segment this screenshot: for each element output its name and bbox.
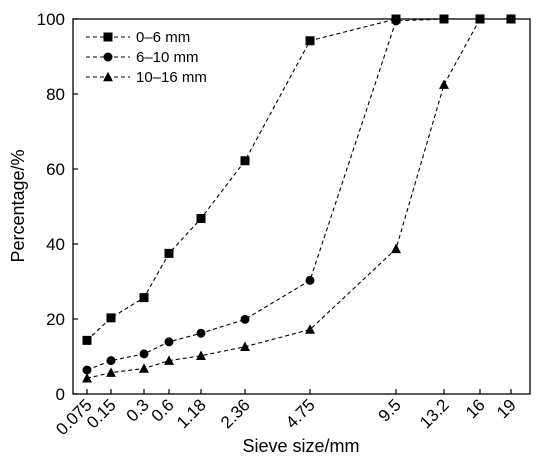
series-line [86,18,511,341]
x-tick-label: 4.75 [282,395,319,432]
y-axis-title: Percentage/% [8,149,28,262]
data-point [139,363,149,373]
data-point [305,324,315,334]
legend-marker [103,71,113,82]
data-point [82,365,92,375]
x-tick-label: 13.2 [416,395,453,432]
x-tick-label: 0.15 [83,395,120,432]
data-point [164,248,174,258]
data-point [196,328,206,338]
series-line [86,18,511,371]
y-tick-label: 20 [46,310,65,329]
legend-marker [103,52,113,62]
data-point [106,367,116,377]
data-point [439,14,449,24]
data-point [196,350,206,361]
x-axis-title: Sieve size/mm [242,436,359,456]
y-tick-label: 100 [37,10,65,29]
legend-label: 0–6 mm [136,29,190,46]
data-point [164,355,174,365]
series-triangle [82,13,516,383]
data-point [305,36,315,46]
x-tick-label: 0.6 [148,395,178,425]
y-axis: 0 20 40 60 80 100 [37,10,78,404]
series-layer [82,13,516,383]
legend: 0–6 mm 6–10 mm 10–16 mm [86,29,207,86]
data-point [106,356,116,366]
data-point [439,79,449,89]
x-tick-label: 19 [493,395,520,422]
data-point [391,16,401,26]
y-tick-label: 0 [56,385,65,404]
legend-marker [103,32,113,42]
data-point [164,337,174,347]
x-tick-label: 2.36 [217,395,254,432]
data-point [82,372,92,383]
data-point [240,314,250,324]
legend-label: 10–16 mm [136,69,207,86]
data-point [506,13,516,24]
legend-label: 6–10 mm [136,49,199,66]
data-point [305,275,315,285]
data-point [391,243,401,254]
x-tick-label: 1.18 [173,395,210,432]
y-tick-label: 80 [46,85,65,104]
x-tick-label: 16 [462,395,489,422]
data-point [106,313,116,323]
data-point [475,13,485,24]
plot-frame [72,18,531,395]
y-tick-label: 60 [46,160,65,179]
data-point [139,293,149,303]
data-point [139,349,149,359]
x-tick-label: 9.5 [375,395,405,425]
y-tick-label: 40 [46,235,65,254]
data-point [240,341,250,352]
data-point [82,335,92,345]
data-point [196,214,206,223]
data-point [240,156,250,166]
